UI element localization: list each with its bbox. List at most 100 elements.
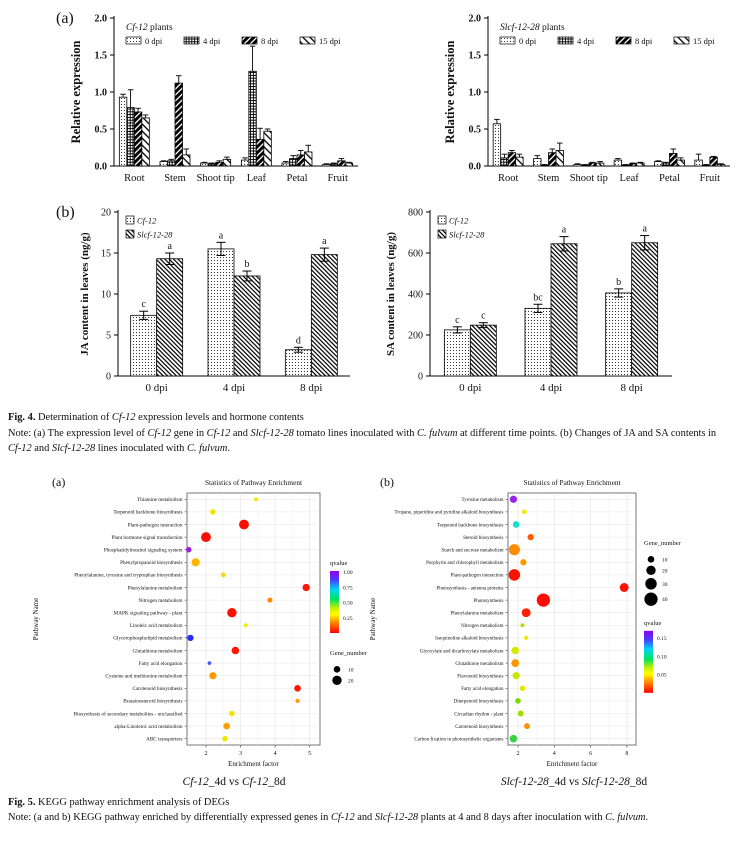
legend-swatch <box>125 215 135 225</box>
gene-number-legend-label: 20 <box>348 678 354 684</box>
y-tick-label: 200 <box>408 331 423 342</box>
bar-0-dpi <box>240 159 250 167</box>
significance-letter: c <box>481 311 486 322</box>
bar-8-dpi <box>215 161 224 167</box>
panel-label: (a) <box>52 475 65 489</box>
bar-Slcf-12-28 <box>550 243 578 377</box>
gene-number-legend-label: 30 <box>662 582 668 588</box>
x-category-label: Petal <box>287 173 308 184</box>
significance-letter: c <box>141 299 146 310</box>
bar-8-dpi <box>337 160 346 167</box>
x-axis-title: Enrichment factor <box>228 760 279 768</box>
bar-0-dpi <box>322 164 331 167</box>
y-tick-label: 0.0 <box>95 162 108 173</box>
y-tick-label: 1.5 <box>95 51 108 62</box>
chart-sa-content-container: 0 200 400 600 800 SA content in leaves (ng/g)… <box>368 196 736 408</box>
bar-0-dpi <box>533 158 542 167</box>
pathway-label: Phenylalanine metabolism <box>451 611 504 616</box>
bar-4-dpi <box>580 164 590 167</box>
x-category-label: 0 dpi <box>146 382 168 394</box>
pathway-label: Photosynthesis <box>473 599 503 604</box>
bar-15-dpi <box>263 130 272 167</box>
legend-swatch <box>299 36 316 45</box>
pathway-dot <box>295 698 300 703</box>
significance-letter: bc <box>533 292 543 303</box>
bar-15-dpi <box>595 162 605 167</box>
bar-0-dpi <box>118 96 128 167</box>
y-axis-title: Relative expression <box>69 41 83 144</box>
legend-label: 4 dpi <box>203 36 221 46</box>
x-tick-label: 8 <box>625 751 628 757</box>
pathway-label: Glyoxylate and dicarboxylate metabolism <box>420 649 504 654</box>
bar-15-dpi <box>304 151 313 167</box>
pathway-dot <box>302 583 310 591</box>
y-tick-label: 1.5 <box>469 51 482 62</box>
bar-Slcf-12-28 <box>156 258 184 377</box>
bar-15-dpi <box>222 158 232 167</box>
bar-8-dpi <box>133 111 143 167</box>
bar-4-dpi <box>289 158 298 167</box>
bar-15-dpi <box>716 164 726 167</box>
pathway-label: Steroid biosynthesis <box>463 536 503 541</box>
x-tick-label: 2 <box>205 751 208 757</box>
significance-letter: a <box>167 241 172 252</box>
y-axis-title: Pathway Name <box>32 598 40 641</box>
legend-label: 4 dpi <box>577 36 595 46</box>
gene-number-legend-title: Gene_number <box>330 650 368 657</box>
y-tick-label: 5 <box>106 331 111 342</box>
bar-4-dpi <box>701 164 711 167</box>
pathway-label: Fatty acid elongation <box>461 687 504 692</box>
pathway-dot <box>509 495 518 503</box>
gene-number-legend-dot <box>333 665 341 673</box>
qvalue-colorbar <box>330 570 339 633</box>
pathway-label: Terpenoid backbone biosynthesis <box>113 510 182 516</box>
bar-15-dpi <box>344 162 354 167</box>
x-category-label: 4 dpi <box>540 382 562 394</box>
fig5-caption: Fig. 5. KEGG pathway enrichment analysis… <box>0 795 736 826</box>
y-tick-label: 1.0 <box>95 88 108 99</box>
y-tick-label: 10 <box>101 290 111 301</box>
bar-4-dpi <box>621 164 630 167</box>
pathway-dot <box>222 735 228 742</box>
x-category-label: 0 dpi <box>459 382 481 394</box>
bar-8-dpi <box>174 82 183 167</box>
legend-label: Cf-12 <box>449 216 469 226</box>
bar-4-dpi <box>540 164 549 167</box>
x-tick-label: 4 <box>553 751 556 757</box>
qvalue-legend-label: 0.15 <box>657 636 667 642</box>
pathway-dot <box>527 533 534 541</box>
pathway-dot <box>512 671 520 680</box>
qvalue-colorbar <box>644 630 653 693</box>
pathway-dot <box>512 521 520 528</box>
pathway-dot <box>524 635 529 640</box>
qvalue-legend-title: qvalue <box>330 560 347 567</box>
bar-8-dpi <box>296 154 305 167</box>
legend-swatch <box>557 36 574 45</box>
comparison-label: Cf-12_4d vs Cf-12_8d <box>183 776 286 788</box>
bar-15-dpi <box>636 162 645 167</box>
gene-number-legend-dot <box>644 592 658 606</box>
pathway-label: ABC transporters <box>146 736 182 742</box>
pathway-label: Circadian rhythm - plant <box>454 712 504 717</box>
fig4-caption-note: Note: (a) The expression level of Cf-12 … <box>8 427 717 455</box>
panel-label: (b) <box>380 475 394 489</box>
qvalue-legend-label: 0.50 <box>343 600 353 606</box>
gene-number-legend-title: Gene_number <box>644 540 682 547</box>
legend-title: Slcf-12-28 plants <box>500 22 565 33</box>
pathway-dot <box>227 607 237 618</box>
x-tick-label: 4 <box>274 751 277 757</box>
x-category-label: Shoot tip <box>570 173 608 184</box>
pathway-label: Photosynthesis - antenna proteins <box>436 586 503 591</box>
bar-8-dpi <box>709 156 718 167</box>
x-tick-label: 3 <box>239 751 242 757</box>
y-tick-label: 600 <box>408 249 423 260</box>
chart-ja-content: 0 5 10 15 20 JA content in leaves (ng/g) 0 dpi… <box>79 208 350 394</box>
chart-ja-content-container: 0 5 10 15 20 JA content in leaves (ng/g) 0 dpi… <box>0 196 368 408</box>
significance-letter: a <box>219 230 224 241</box>
x-tick-label: 2 <box>516 751 519 757</box>
bar-Slcf-12-28 <box>631 242 659 377</box>
x-category-label: Petal <box>659 173 680 184</box>
pathway-label: Phenylalanine, tyrosine and tryptophan b… <box>74 573 182 579</box>
bar-0-dpi <box>492 123 502 167</box>
y-tick-label: 400 <box>408 290 423 301</box>
